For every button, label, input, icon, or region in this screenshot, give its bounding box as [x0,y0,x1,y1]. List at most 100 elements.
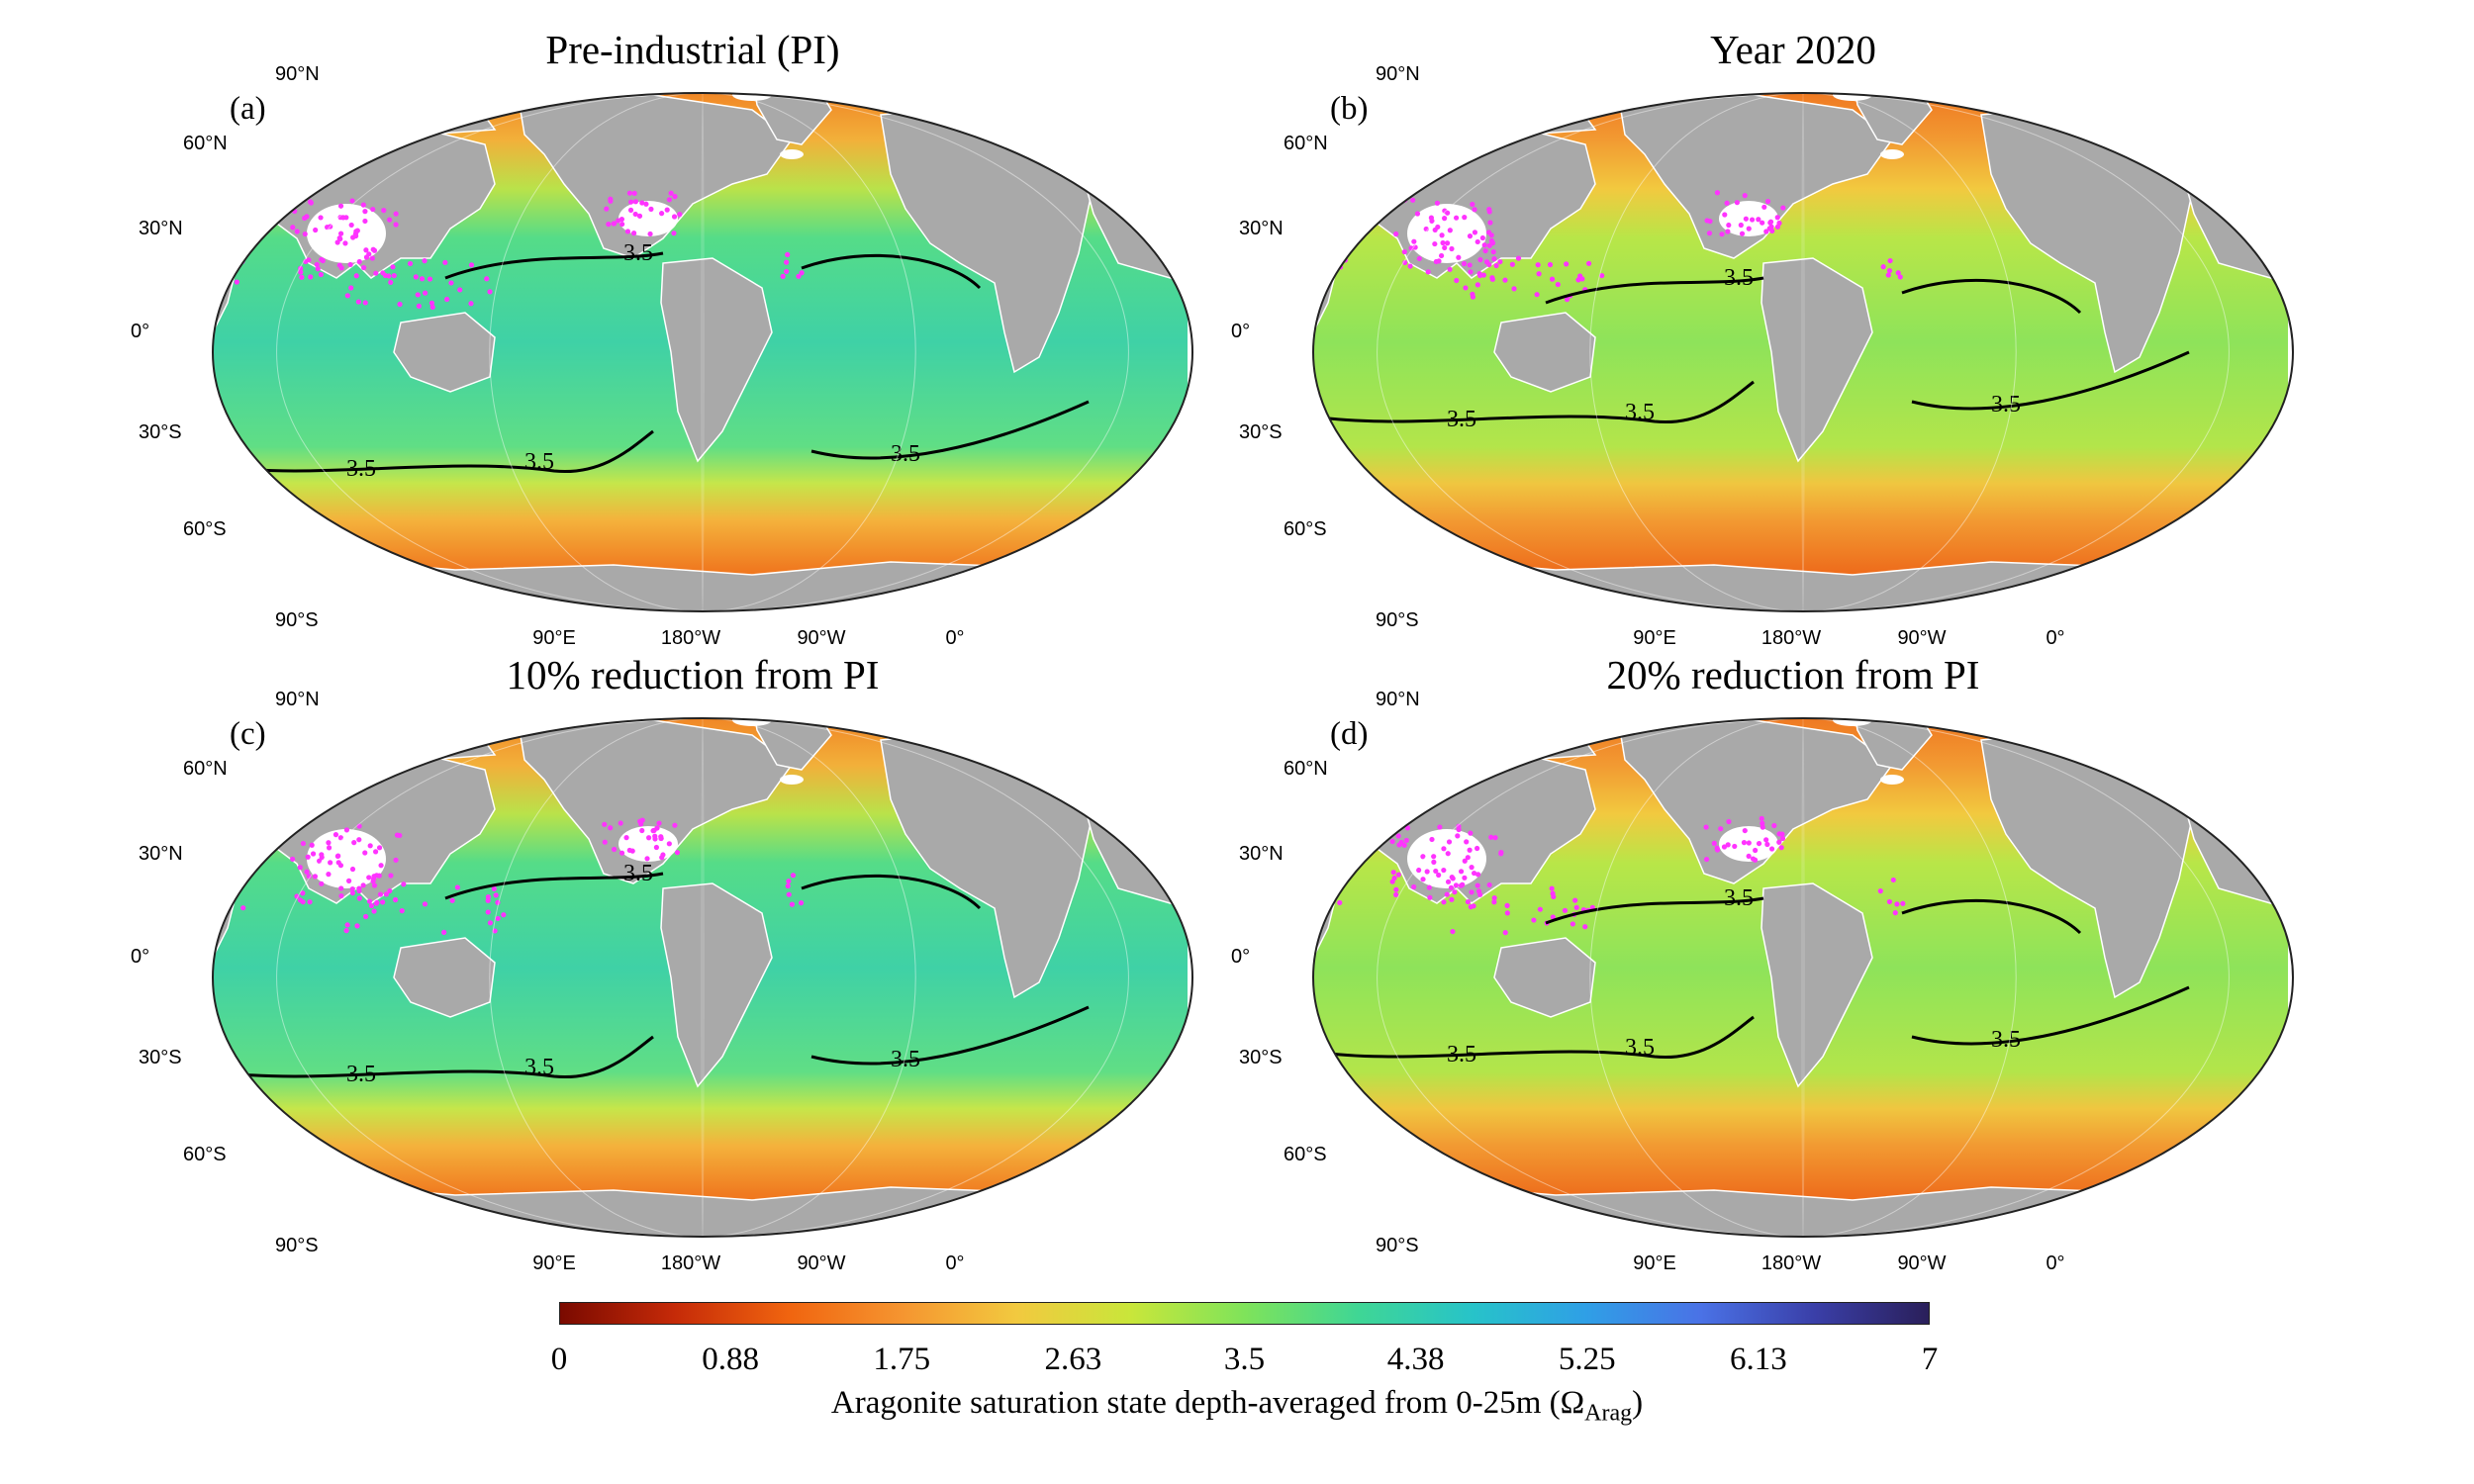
colorbar-tick-label: 3.5 [1223,1342,1266,1377]
contour-label: 3.5 [1447,1042,1476,1067]
land-mass [1493,937,1596,1018]
longitude-label: 0° [2046,627,2065,649]
contour-label: 3.5 [1991,392,2021,417]
map-panel-c: 3.5 3.5 3.5 3.5 10% reduction from PI (c) 90°N… [131,653,1193,1274]
latitude-label: 90°N [275,689,320,710]
contour-label: 3.5 [1625,400,1655,425]
panel-label: (a) [230,91,266,127]
latitude-label: 30°S [1239,421,1283,443]
map-outline [212,92,1193,612]
map-svg: 3.5 3.5 3.5 3.5 [212,717,1193,1238]
longitude-label: 180°W [1760,627,1822,649]
contour-label: 3.5 [1991,1027,2021,1053]
land-mass [1760,882,1873,1088]
contour-label: 3.5 [623,861,653,886]
latitude-label: 30°S [139,421,182,443]
longitude-label: 90°W [1897,627,1947,649]
contour-3-5 [213,872,1090,1079]
panel-label: (b) [1330,91,1369,127]
latitude-label: 0° [131,321,150,342]
panel-label: (c) [230,716,266,752]
latitude-label: 90°S [1376,1235,1419,1256]
longitude-label: 180°W [660,627,721,649]
contour-label: 3.5 [891,441,920,467]
longitude-label: 180°W [1760,1252,1822,1274]
longitude-label: 180°W [660,1252,721,1274]
colorbar-tick-label: 7 [1921,1342,1939,1377]
contour-label: 3.5 [346,456,376,482]
longitude-label: 90°W [797,627,846,649]
latitude-label: 30°S [139,1047,182,1068]
map-svg: 3.5 3.5 3.5 3.5 [212,92,1193,612]
latitude-label: 30°N [139,843,183,865]
contour-label: 3.5 [524,1055,554,1080]
contour-3-5 [1313,276,2190,424]
latitude-label: 60°S [1284,518,1327,540]
land-mass [393,937,496,1018]
panel-title: 20% reduction from PI [1606,652,1980,697]
latitude-label: 60°N [1284,133,1328,154]
latitude-label: 60°S [183,1144,227,1165]
colorbar-tick-label: 4.38 [1386,1342,1445,1377]
sea-ice [1407,93,1904,263]
longitude-label: 0° [945,1252,965,1274]
map-panel-b: 3.5 3.5 3.5 3.5 Year 2020 (b) 90°N 60°N 30°N 0° 30… [1231,28,2294,649]
longitude-label: 90°E [532,627,576,649]
longitude-label: 90°W [797,1252,846,1274]
longitude-label: 0° [945,627,965,649]
latitude-label: 90°N [1376,689,1420,710]
latitude-label: 30°N [1239,843,1284,865]
graticule [276,718,1129,1237]
contour-label: 3.5 [1447,407,1476,432]
colorbar-tick-label: 0 [550,1342,568,1377]
latitude-label: 60°S [183,518,227,540]
colorbar-tick-label: 5.25 [1558,1342,1616,1377]
contour-label: 3.5 [891,1047,920,1072]
graticule [1377,93,2230,611]
contour-label: 3.5 [1724,265,1754,291]
map-outline [1312,717,2294,1238]
longitude-label: 90°W [1897,1252,1947,1274]
latitude-label: 60°N [183,133,228,154]
latitude-label: 60°N [183,758,228,780]
map-svg: 3.5 3.5 3.5 3.5 [1312,717,2294,1238]
latitude-label: 0° [131,946,150,968]
latitude-label: 90°N [1376,63,1420,85]
panel-label: (d) [1330,716,1369,752]
contour-label: 3.5 [623,240,653,266]
map-outline [212,717,1193,1238]
land-mass [393,312,496,393]
land-mass [1852,93,1933,145]
latitude-label: 60°N [1284,758,1328,780]
latitude-label: 90°S [275,1235,319,1256]
latitude-label: 30°N [1239,218,1284,239]
map-panel-a: 3.5 3.5 3.5 3.5 Pre-industrial (PI) (a) 90°N 60… [131,28,1193,649]
land-mass [1852,718,1933,771]
colorbar-tick-label: 2.63 [1044,1342,1102,1377]
latitude-label: 90°S [275,609,319,631]
longitude-label: 90°E [1633,1252,1676,1274]
panel-title: Pre-industrial (PI) [545,27,840,72]
colorbar-tick-label: 6.13 [1730,1342,1787,1377]
land-mass [1493,312,1596,393]
contour-label: 3.5 [524,449,554,475]
latitude-label: 30°N [139,218,183,239]
longitude-label: 0° [2046,1252,2065,1274]
colorbar-label: Aragonite saturation state depth-average… [830,1385,1644,1427]
longitude-label: 90°E [532,1252,576,1274]
land-mass [751,718,832,771]
latitude-label: 0° [1231,321,1251,342]
panel-title: Year 2020 [1710,27,1876,72]
latitude-label: 0° [1231,946,1251,968]
land-mass [1760,257,1873,463]
contour-3-5 [1313,896,2190,1060]
land-mass [660,257,773,463]
land-mass [660,882,773,1088]
latitude-label: 60°S [1284,1144,1327,1165]
longitude-label: 90°E [1633,627,1676,649]
contour-label: 3.5 [1625,1035,1655,1061]
graticule [276,93,1129,611]
map-panel-d: 3.5 3.5 3.5 3.5 20% reduction from PI (d) 90°N… [1231,653,2294,1274]
graticule [1377,718,2230,1237]
latitude-label: 90°N [275,63,320,85]
